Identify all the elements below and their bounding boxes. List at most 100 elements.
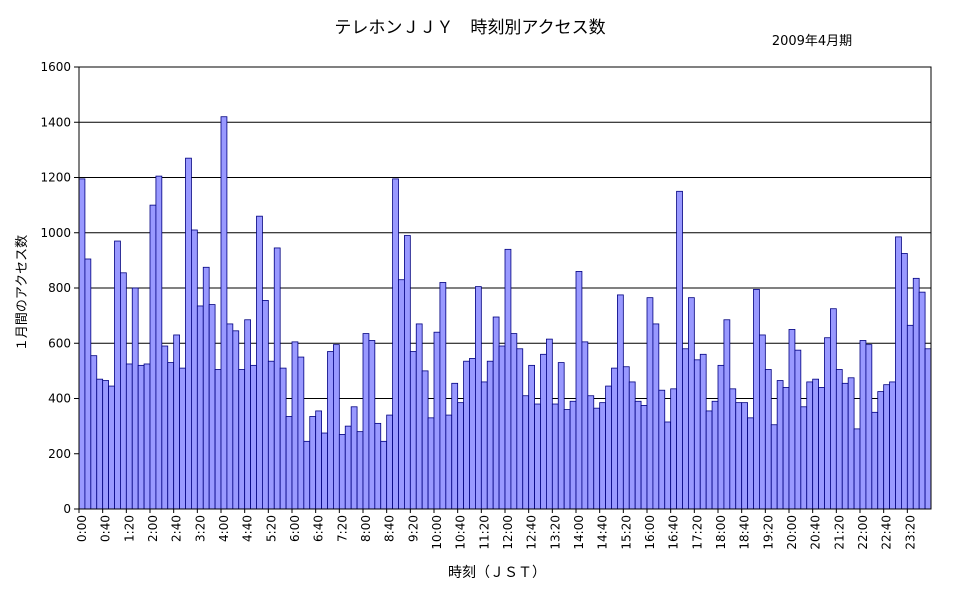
bar: [463, 360, 470, 510]
bar: [185, 157, 192, 510]
bar: [78, 178, 86, 510]
y-axis-ticks: 0 200 400 600 800 1000 1200 1400 1600: [40, 60, 79, 516]
bar: [303, 440, 311, 510]
bar: [569, 400, 577, 510]
bar: [587, 395, 595, 510]
bar: [859, 340, 867, 510]
bar: [504, 248, 512, 510]
bar: [534, 403, 541, 510]
bar: [386, 414, 393, 510]
bar: [338, 434, 346, 510]
bar: [374, 422, 382, 510]
bar: [824, 337, 831, 510]
bar: [285, 416, 293, 510]
bar: [599, 402, 606, 510]
x-tick-label: 7:20: [335, 515, 349, 542]
bar: [102, 380, 109, 510]
bar: [208, 304, 216, 510]
bar: [605, 385, 612, 510]
x-tick-label: 22:40: [880, 515, 894, 550]
bar: [593, 407, 601, 510]
y-tick-label: 1200: [40, 171, 71, 185]
y-tick-label: 600: [48, 336, 71, 350]
y-tick-label: 800: [48, 281, 71, 295]
bar: [830, 308, 837, 510]
x-tick-label: 11:20: [477, 515, 491, 550]
bar: [788, 329, 796, 510]
bar: [220, 116, 228, 510]
bar: [889, 381, 896, 510]
chart-title: テレホンＪＪＹ 時刻別アクセス数: [334, 18, 605, 38]
bar: [617, 294, 624, 510]
x-tick-label: 20:00: [785, 515, 799, 550]
y-tick-label: 400: [48, 392, 71, 406]
bar: [546, 338, 553, 510]
bar: [646, 297, 654, 510]
bar: [895, 236, 902, 510]
bar: [398, 279, 405, 510]
bar: [226, 323, 234, 510]
bar: [279, 367, 287, 510]
bar: [634, 400, 642, 510]
x-tick-label: 19:20: [761, 515, 775, 550]
bar: [776, 380, 784, 510]
bar: [528, 364, 535, 510]
x-tick-label: 21:20: [832, 515, 846, 550]
bar: [256, 215, 263, 510]
bar: [705, 410, 713, 510]
bar: [196, 305, 204, 510]
x-tick-label: 0:40: [99, 515, 113, 542]
bar: [492, 316, 500, 510]
bar: [214, 369, 222, 510]
bar: [581, 341, 589, 510]
bar: [699, 353, 707, 510]
bar: [368, 340, 376, 510]
x-tick-label: 5:20: [264, 515, 278, 542]
bar: [557, 362, 565, 510]
y-tick-label: 1000: [40, 226, 71, 240]
x-tick-label: 6:40: [312, 515, 326, 542]
x-tick-label: 17:20: [690, 515, 704, 550]
bar: [120, 272, 127, 510]
bar: [114, 240, 121, 510]
bar: [445, 414, 453, 510]
bar: [380, 440, 388, 510]
bar: [865, 344, 873, 510]
bar: [333, 344, 340, 510]
x-tick-label: 12:40: [525, 515, 539, 550]
x-tick-label: 13:20: [548, 515, 562, 550]
bar: [806, 381, 814, 510]
bar: [847, 377, 855, 510]
bar: [794, 349, 802, 510]
bar: [871, 411, 879, 510]
bar: [759, 334, 766, 510]
bar: [232, 330, 240, 510]
bar: [191, 229, 198, 510]
bar: [611, 367, 618, 510]
bar: [853, 428, 861, 510]
bar: [480, 381, 488, 510]
bar: [676, 190, 683, 510]
bar: [433, 331, 441, 510]
x-tick-label: 20:40: [809, 515, 823, 550]
bar: [439, 282, 447, 510]
y-axis-label: １月間のアクセス数: [15, 235, 30, 351]
bar: [125, 363, 133, 510]
bar: [309, 416, 317, 510]
bar: [108, 385, 115, 510]
bar: [770, 424, 778, 510]
bar: [143, 363, 151, 510]
bar: [475, 286, 482, 510]
bar: [741, 402, 748, 510]
bar: [486, 360, 494, 510]
bar: [782, 387, 790, 510]
bar: [717, 364, 725, 510]
bar: [510, 333, 518, 510]
bar: [906, 324, 914, 510]
bar: [818, 387, 825, 510]
bar: [682, 348, 689, 510]
bar: [652, 323, 660, 510]
x-tick-label: 4:00: [217, 515, 231, 542]
bar: [409, 351, 417, 510]
bar: [764, 369, 772, 510]
